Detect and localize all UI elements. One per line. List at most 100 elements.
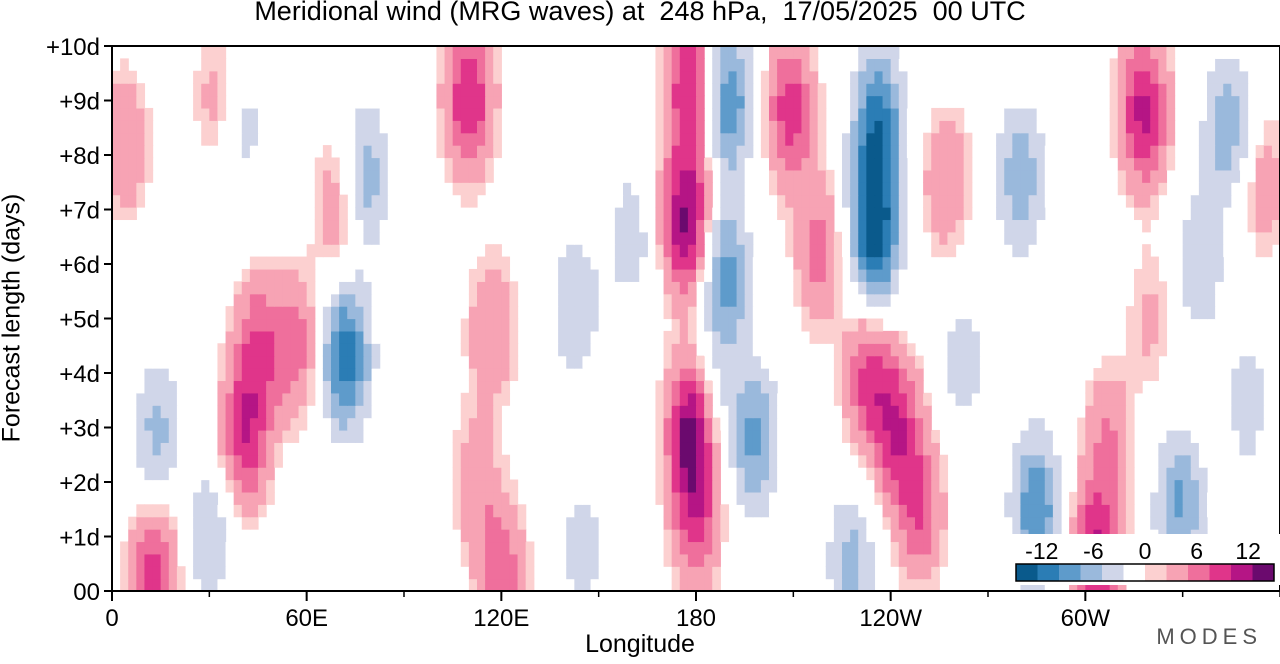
wind-cell — [939, 194, 949, 208]
wind-cell — [939, 529, 949, 543]
wind-cell — [752, 368, 762, 382]
wind-cell — [339, 268, 348, 282]
wind-cell — [233, 157, 243, 171]
wind-cell — [355, 219, 365, 233]
wind-cell — [744, 429, 754, 443]
wind-cell — [704, 442, 713, 456]
wind-cell — [176, 392, 186, 406]
wind-cell — [955, 318, 965, 332]
x-tick-label: 60E — [285, 605, 328, 632]
wind-cell — [452, 120, 462, 134]
wind-cell — [687, 529, 697, 543]
wind-cell — [793, 256, 803, 270]
wind-cell — [566, 368, 575, 382]
wind-cell — [493, 442, 502, 456]
wind-cell — [274, 306, 283, 320]
wind-cell — [1207, 132, 1216, 146]
wind-cell — [355, 169, 365, 183]
wind-cell — [168, 442, 178, 456]
wind-cell — [801, 231, 811, 245]
wind-cell — [882, 46, 892, 59]
wind-cell — [363, 405, 373, 419]
wind-cell — [152, 442, 162, 456]
wind-cell — [1028, 120, 1038, 134]
wind-cell — [728, 194, 738, 208]
wind-cell — [290, 368, 300, 382]
wind-cell — [817, 231, 827, 245]
wind-cell — [452, 169, 462, 183]
wind-cell — [712, 454, 721, 468]
wind-cell — [1134, 120, 1143, 134]
wind-cell — [460, 107, 470, 121]
wind-cell — [1134, 355, 1143, 369]
wind-cell — [460, 157, 470, 171]
wind-cell — [931, 207, 940, 221]
wind-cell — [1231, 70, 1241, 84]
wind-cell — [1117, 504, 1127, 518]
wind-cell — [144, 392, 154, 406]
wind-cell — [1247, 429, 1257, 443]
wind-cell — [485, 442, 494, 456]
wind-cell — [1020, 169, 1030, 183]
wind-cell — [590, 231, 600, 245]
wind-cell — [663, 281, 673, 295]
wind-cell — [817, 182, 827, 196]
wind-cell — [452, 454, 462, 468]
wind-cell — [1182, 429, 1192, 443]
wind-cell — [1198, 268, 1208, 282]
wind-cell — [752, 380, 762, 394]
wind-cell — [331, 355, 340, 369]
wind-cell — [193, 578, 202, 591]
wind-cell — [1109, 516, 1119, 530]
wind-cell — [460, 529, 470, 543]
wind-cell — [209, 516, 219, 530]
wind-cell — [217, 429, 227, 443]
wind-cell — [833, 541, 843, 555]
wind-cell — [947, 306, 957, 320]
wind-cell — [371, 244, 381, 258]
wind-cell — [671, 454, 681, 468]
wind-cell — [241, 268, 251, 282]
wind-cell — [1190, 330, 1200, 344]
wind-cell — [1125, 194, 1135, 208]
wind-cell — [201, 58, 210, 72]
wind-cell — [1158, 429, 1168, 443]
wind-cell — [112, 182, 121, 196]
wind-cell — [582, 343, 592, 357]
wind-cell — [120, 120, 129, 134]
wind-cell — [282, 343, 292, 357]
wind-cell — [696, 429, 705, 443]
wind-cell — [728, 417, 738, 431]
wind-cell — [493, 454, 502, 468]
wind-cell — [704, 541, 713, 555]
wind-cell — [817, 330, 827, 344]
wind-cell — [144, 529, 154, 543]
wind-cell — [1263, 231, 1273, 245]
wind-cell — [996, 219, 1005, 233]
wind-cell — [1134, 70, 1143, 84]
wind-cell — [379, 194, 389, 208]
wind-cell — [655, 467, 665, 481]
wind-cell — [785, 219, 794, 233]
wind-cell — [752, 405, 762, 419]
wind-cell — [858, 454, 867, 468]
wind-cell — [168, 355, 178, 369]
wind-cell — [1223, 107, 1232, 121]
wind-cell — [801, 268, 811, 282]
wind-cell — [241, 293, 251, 307]
wind-cell — [687, 318, 697, 332]
wind-cell — [833, 504, 843, 518]
wind-cell — [736, 429, 746, 443]
wind-cell — [687, 578, 697, 591]
wind-cell — [241, 368, 251, 382]
wind-cell — [623, 293, 632, 307]
wind-cell — [728, 120, 738, 134]
wind-cell — [696, 145, 705, 159]
wind-cell — [777, 95, 786, 109]
wind-cell — [477, 107, 486, 121]
wind-cell — [704, 417, 713, 431]
wind-cell — [817, 95, 827, 109]
wind-cell — [606, 219, 616, 233]
wind-cell — [1174, 467, 1184, 481]
wind-cell — [833, 566, 843, 580]
